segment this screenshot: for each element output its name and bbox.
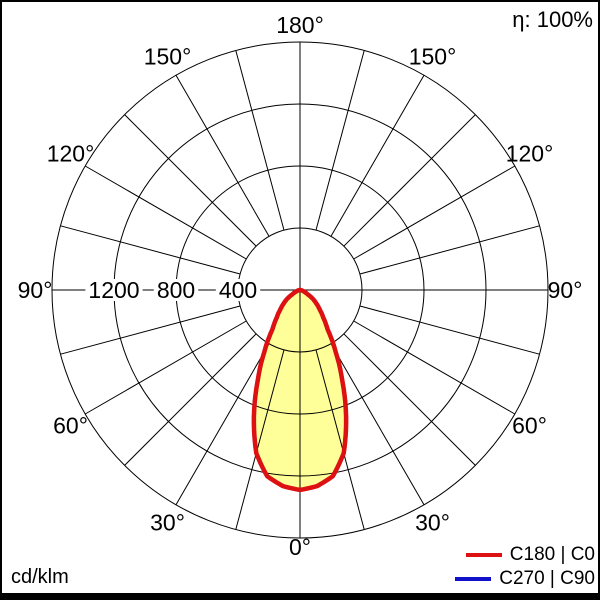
grid-spoke-225: [124, 114, 257, 247]
grid-spoke-315: [124, 333, 257, 466]
grid-spoke-105: [359, 225, 540, 275]
grid-spoke-75: [359, 305, 540, 355]
legend-item-c270-c90: C270 | C90: [455, 567, 595, 591]
legend-line-red-icon: [465, 553, 502, 557]
grid-spoke-210: [175, 74, 270, 237]
grid-spoke-195: [235, 50, 285, 231]
radial-tick-label-1200: 1200: [88, 277, 139, 303]
legend-label-c180-c0: C180 | C0: [509, 544, 595, 565]
angle-label-150-right: 150°: [409, 44, 457, 70]
grid-spoke-150: [330, 74, 425, 237]
angle-label-0: 0°: [289, 534, 311, 560]
grid-spoke-135: [343, 114, 476, 247]
angle-label-120-left: 120°: [47, 141, 95, 167]
angle-label-30-left: 30°: [150, 510, 185, 536]
angle-label-60-left: 60°: [53, 413, 88, 439]
grid-spoke-60: [353, 320, 516, 415]
radial-label-mask-400: [215, 279, 261, 301]
grid-spoke-330: [175, 343, 270, 506]
angle-label-90-left: 90°: [18, 277, 53, 303]
curve-c180-c0: [251, 287, 349, 493]
angle-label-180: 180°: [276, 12, 324, 38]
radial-label-mask-800: [153, 279, 199, 301]
grid-spoke-120: [353, 165, 516, 260]
efficiency-label: η: 100%: [512, 7, 593, 32]
angle-label-120-right: 120°: [506, 141, 554, 167]
radial-tick-label-800: 800: [157, 277, 195, 303]
grid-spoke-15: [315, 349, 365, 530]
angle-label-90-right: 90°: [548, 277, 583, 303]
grid-spoke-30: [330, 343, 425, 506]
angle-label-60-right: 60°: [512, 413, 547, 439]
angle-label-150-left: 150°: [144, 44, 192, 70]
grid-spoke-240: [84, 165, 247, 260]
legend-item-c180-c0: C180 | C0: [465, 543, 595, 567]
grid-spoke-345: [235, 349, 285, 530]
radial-label-mask-1200: [85, 279, 143, 301]
grid-spoke-285: [60, 305, 241, 355]
unit-label: cd/klm: [11, 566, 69, 588]
grid-spoke-165: [315, 50, 365, 231]
radial-tick-label-400: 400: [219, 277, 257, 303]
grid-spoke-45: [343, 333, 476, 466]
grid-spoke-255: [60, 225, 241, 275]
legend-label-c270-c90: C270 | C90: [499, 568, 595, 589]
legend-line-blue-icon: [455, 577, 492, 581]
polar-chart: 1200 800 400 0° 30° 30° 60° 60° 90° 90° 120° 120° 15…: [18, 12, 583, 560]
legend: C180 | C0 C270 | C90: [455, 543, 595, 591]
grid-spoke-300: [84, 320, 247, 415]
angle-label-30-right: 30°: [415, 510, 450, 536]
